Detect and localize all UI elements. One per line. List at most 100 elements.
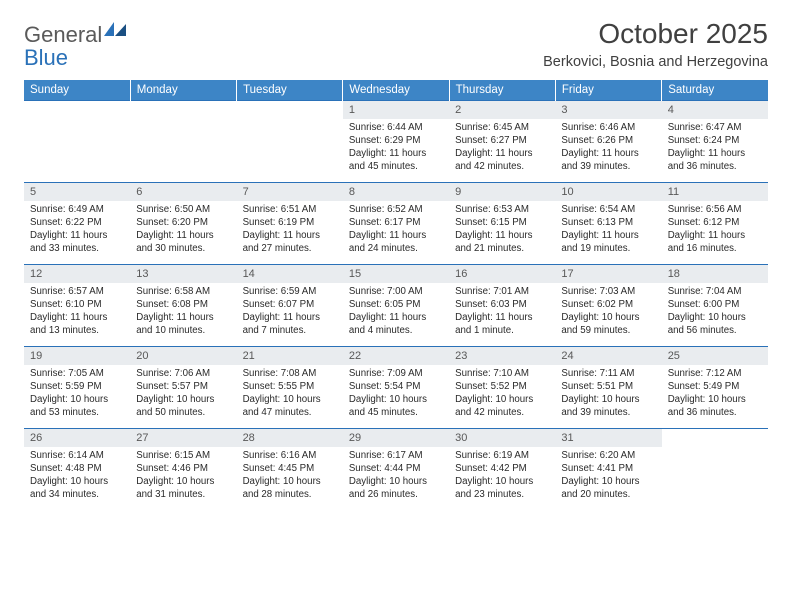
sunset-text: Sunset: 6:26 PM: [561, 134, 655, 147]
calendar-day-cell: 24Sunrise: 7:11 AMSunset: 5:51 PMDayligh…: [555, 347, 661, 429]
daylight-text: Daylight: 11 hours and 33 minutes.: [30, 229, 124, 255]
calendar-week-row: 1Sunrise: 6:44 AMSunset: 6:29 PMDaylight…: [24, 101, 768, 183]
calendar-day-cell: 8Sunrise: 6:52 AMSunset: 6:17 PMDaylight…: [343, 183, 449, 265]
sunset-text: Sunset: 4:44 PM: [349, 462, 443, 475]
day-number: 23: [449, 347, 555, 365]
daylight-text: Daylight: 11 hours and 13 minutes.: [30, 311, 124, 337]
daylight-text: Daylight: 10 hours and 28 minutes.: [243, 475, 337, 501]
sunset-text: Sunset: 6:03 PM: [455, 298, 549, 311]
day-details: Sunrise: 6:51 AMSunset: 6:19 PMDaylight:…: [237, 203, 343, 257]
weekday-header: Monday: [130, 80, 236, 101]
sunset-text: Sunset: 6:24 PM: [668, 134, 762, 147]
calendar-day-cell: 1Sunrise: 6:44 AMSunset: 6:29 PMDaylight…: [343, 101, 449, 183]
day-details: Sunrise: 7:05 AMSunset: 5:59 PMDaylight:…: [24, 367, 130, 421]
day-number: 30: [449, 429, 555, 447]
daylight-text: Daylight: 11 hours and 4 minutes.: [349, 311, 443, 337]
day-details: Sunrise: 6:53 AMSunset: 6:15 PMDaylight:…: [449, 203, 555, 257]
day-number: 22: [343, 347, 449, 365]
sunset-text: Sunset: 6:20 PM: [136, 216, 230, 229]
calendar-day-cell: 18Sunrise: 7:04 AMSunset: 6:00 PMDayligh…: [662, 265, 768, 347]
sunrise-text: Sunrise: 6:58 AM: [136, 285, 230, 298]
daylight-text: Daylight: 10 hours and 53 minutes.: [30, 393, 124, 419]
sunrise-text: Sunrise: 7:00 AM: [349, 285, 443, 298]
sunrise-text: Sunrise: 6:44 AM: [349, 121, 443, 134]
logo: GeneralBlue: [24, 18, 126, 69]
day-details: Sunrise: 7:12 AMSunset: 5:49 PMDaylight:…: [662, 367, 768, 421]
calendar-day-cell: 13Sunrise: 6:58 AMSunset: 6:08 PMDayligh…: [130, 265, 236, 347]
sunrise-text: Sunrise: 7:08 AM: [243, 367, 337, 380]
daylight-text: Daylight: 10 hours and 36 minutes.: [668, 393, 762, 419]
sunset-text: Sunset: 6:22 PM: [30, 216, 124, 229]
month-title: October 2025: [543, 18, 768, 50]
sunrise-text: Sunrise: 7:09 AM: [349, 367, 443, 380]
sunset-text: Sunset: 6:00 PM: [668, 298, 762, 311]
sunset-text: Sunset: 6:27 PM: [455, 134, 549, 147]
daylight-text: Daylight: 11 hours and 7 minutes.: [243, 311, 337, 337]
day-number: 25: [662, 347, 768, 365]
daylight-text: Daylight: 10 hours and 56 minutes.: [668, 311, 762, 337]
sunset-text: Sunset: 4:41 PM: [561, 462, 655, 475]
day-details: Sunrise: 6:56 AMSunset: 6:12 PMDaylight:…: [662, 203, 768, 257]
sunset-text: Sunset: 5:57 PM: [136, 380, 230, 393]
day-number: 6: [130, 183, 236, 201]
day-number: 20: [130, 347, 236, 365]
daylight-text: Daylight: 10 hours and 31 minutes.: [136, 475, 230, 501]
sunrise-text: Sunrise: 6:16 AM: [243, 449, 337, 462]
sunrise-text: Sunrise: 6:45 AM: [455, 121, 549, 134]
sunrise-text: Sunrise: 7:10 AM: [455, 367, 549, 380]
sunset-text: Sunset: 6:15 PM: [455, 216, 549, 229]
calendar-week-row: 19Sunrise: 7:05 AMSunset: 5:59 PMDayligh…: [24, 347, 768, 429]
day-details: Sunrise: 6:15 AMSunset: 4:46 PMDaylight:…: [130, 449, 236, 503]
sunset-text: Sunset: 6:05 PM: [349, 298, 443, 311]
daylight-text: Daylight: 11 hours and 39 minutes.: [561, 147, 655, 173]
calendar-day-cell: [130, 101, 236, 183]
calendar-week-row: 5 Sunrise: 6:49 AMSunset: 6:22 PMDaylight…: [24, 183, 768, 265]
day-number: 12: [24, 265, 130, 283]
sunrise-text: Sunrise: 7:05 AM: [30, 367, 124, 380]
calendar-day-cell: 11 Sunrise: 6:56 AMSunset: 6:12 PMDayligh…: [662, 183, 768, 265]
calendar-day-cell: 3Sunrise: 6:46 AMSunset: 6:26 PMDaylight…: [555, 101, 661, 183]
day-number: 19: [24, 347, 130, 365]
calendar-day-cell: 31Sunrise: 6:20 AMSunset: 4:41 PMDayligh…: [555, 429, 661, 511]
title-block: October 2025 Berkovici, Bosnia and Herze…: [543, 18, 768, 70]
calendar-day-cell: 29Sunrise: 6:17 AMSunset: 4:44 PMDayligh…: [343, 429, 449, 511]
day-details: Sunrise: 7:11 AMSunset: 5:51 PMDaylight:…: [555, 367, 661, 421]
calendar-day-cell: [24, 101, 130, 183]
sunset-text: Sunset: 6:13 PM: [561, 216, 655, 229]
day-details: Sunrise: 7:00 AMSunset: 6:05 PMDaylight:…: [343, 285, 449, 339]
daylight-text: Daylight: 10 hours and 20 minutes.: [561, 475, 655, 501]
sunset-text: Sunset: 5:49 PM: [668, 380, 762, 393]
day-number: 28: [237, 429, 343, 447]
daylight-text: Daylight: 10 hours and 26 minutes.: [349, 475, 443, 501]
day-number: 5: [24, 183, 130, 201]
daylight-text: Daylight: 11 hours and 42 minutes.: [455, 147, 549, 173]
weekday-header: Saturday: [662, 80, 768, 101]
calendar-day-cell: 14Sunrise: 6:59 AMSunset: 6:07 PMDayligh…: [237, 265, 343, 347]
calendar-day-cell: 25 Sunrise: 7:12 AMSunset: 5:49 PMDayligh…: [662, 347, 768, 429]
day-details: Sunrise: 6:19 AMSunset: 4:42 PMDaylight:…: [449, 449, 555, 503]
day-number: 15: [343, 265, 449, 283]
day-number: 1: [343, 101, 449, 119]
sunset-text: Sunset: 6:08 PM: [136, 298, 230, 311]
day-number: 11: [662, 183, 768, 201]
day-details: Sunrise: 6:14 AMSunset: 4:48 PMDaylight:…: [24, 449, 130, 503]
sunrise-text: Sunrise: 6:56 AM: [668, 203, 762, 216]
calendar-week-row: 12Sunrise: 6:57 AMSunset: 6:10 PMDayligh…: [24, 265, 768, 347]
day-details: Sunrise: 7:10 AMSunset: 5:52 PMDaylight:…: [449, 367, 555, 421]
day-number: 17: [555, 265, 661, 283]
sunrise-text: Sunrise: 6:51 AM: [243, 203, 337, 216]
sunset-text: Sunset: 5:59 PM: [30, 380, 124, 393]
calendar-day-cell: 23 Sunrise: 7:10 AMSunset: 5:52 PMDayligh…: [449, 347, 555, 429]
sunrise-text: Sunrise: 6:15 AM: [136, 449, 230, 462]
sunrise-text: Sunrise: 6:17 AM: [349, 449, 443, 462]
logo-text-1: General: [24, 22, 102, 47]
sunrise-text: Sunrise: 6:57 AM: [30, 285, 124, 298]
sunrise-text: Sunrise: 6:19 AM: [455, 449, 549, 462]
sunrise-text: Sunrise: 7:11 AM: [561, 367, 655, 380]
weekday-header: Friday: [555, 80, 661, 101]
calendar-body: 1Sunrise: 6:44 AMSunset: 6:29 PMDaylight…: [24, 101, 768, 511]
sunset-text: Sunset: 5:52 PM: [455, 380, 549, 393]
calendar-day-cell: 21Sunrise: 7:08 AMSunset: 5:55 PMDayligh…: [237, 347, 343, 429]
calendar-day-cell: [237, 101, 343, 183]
day-details: Sunrise: 6:49 AMSunset: 6:22 PMDaylight:…: [24, 203, 130, 257]
